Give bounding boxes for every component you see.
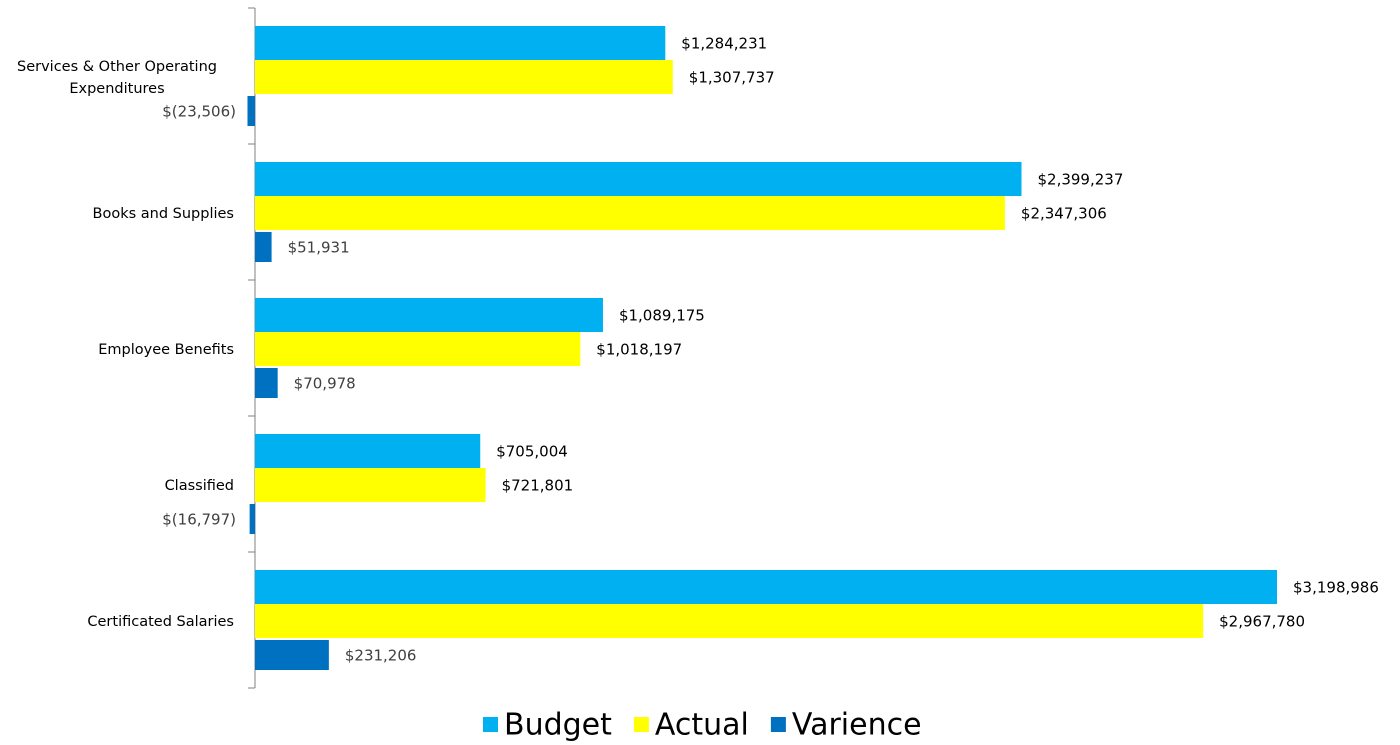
data-label: $2,347,306 <box>1021 205 1107 223</box>
bar <box>255 640 329 670</box>
data-label: $(16,797) <box>162 511 236 529</box>
category-label: Services & Other Operating Expenditures <box>17 59 217 97</box>
data-label: $2,399,237 <box>1037 171 1123 189</box>
legend-label: Budget <box>504 708 612 743</box>
data-label: $721,801 <box>502 477 574 495</box>
category-label: Certificated Salaries <box>87 614 234 630</box>
bar <box>247 96 255 126</box>
bar <box>255 26 666 60</box>
data-label: $70,978 <box>294 375 356 393</box>
data-label: $1,307,737 <box>689 69 775 87</box>
data-label: $3,198,986 <box>1293 579 1379 597</box>
bar <box>255 196 1005 230</box>
data-label: $(23,506) <box>162 103 236 121</box>
data-label: $231,206 <box>345 647 417 665</box>
legend-swatch <box>633 717 649 732</box>
bar <box>255 468 486 502</box>
legend-swatch <box>770 717 786 732</box>
bar <box>255 434 481 468</box>
data-label: $705,004 <box>496 443 568 461</box>
data-label: $2,967,780 <box>1219 613 1305 631</box>
bar <box>255 232 272 262</box>
data-label: $1,018,197 <box>596 341 682 359</box>
bar <box>255 162 1022 196</box>
bar <box>255 298 603 332</box>
data-label: $51,931 <box>288 239 350 257</box>
legend-swatch <box>483 717 498 732</box>
bar <box>255 368 278 398</box>
bar <box>255 332 581 366</box>
bar <box>255 570 1277 604</box>
bar <box>249 504 255 534</box>
bar <box>255 604 1204 638</box>
legend-label: Varience <box>792 708 922 743</box>
data-label: $1,089,175 <box>619 307 705 325</box>
category-label: Classified <box>164 478 234 494</box>
legend-label: Actual <box>655 708 749 743</box>
category-label: Books and Supplies <box>92 206 234 222</box>
category-label: Employee Benefits <box>98 342 234 358</box>
data-label: $1,284,231 <box>681 35 767 53</box>
bar <box>255 60 673 94</box>
